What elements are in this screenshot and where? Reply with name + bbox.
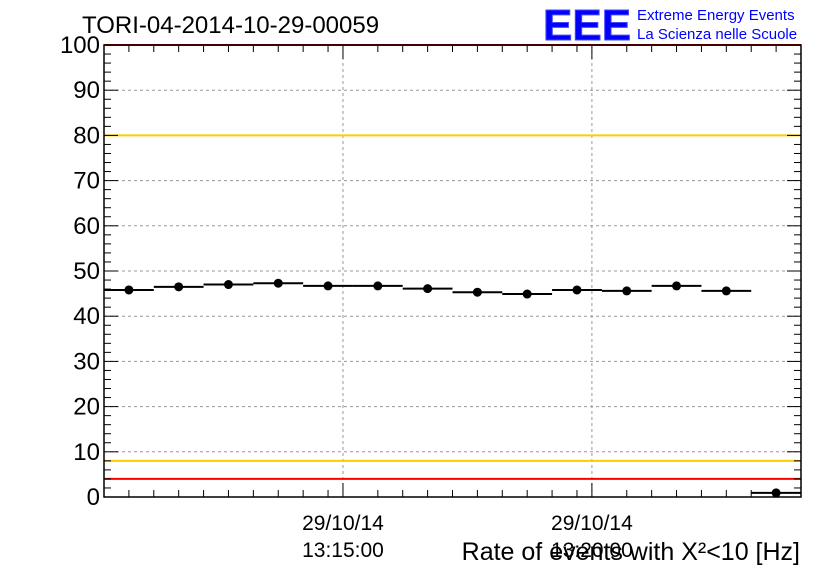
- eee-logo: EEE Extreme Energy Events La Scienza nel…: [543, 1, 798, 51]
- x-axis-label: Rate of events with X²<10 [Hz]: [462, 538, 800, 566]
- x-tick-label-time: 13:15:00: [302, 539, 384, 562]
- y-tick-label: 10: [73, 439, 100, 466]
- y-tick-label: 50: [73, 258, 100, 285]
- x-tick-label-time: 13:20:00: [551, 539, 633, 562]
- y-tick-label: 90: [73, 77, 100, 104]
- y-tick-label: 20: [73, 394, 100, 421]
- data-point: [273, 278, 283, 288]
- logo-line-2: La Scienza nelle Scuole: [637, 26, 797, 43]
- axis-ticks: [103, 44, 802, 498]
- x-tick-labels: 29/10/14 13:15:00 29/10/14 13:20:00: [302, 512, 633, 562]
- data-point: [572, 285, 582, 295]
- x-tick-label-date: 29/10/14: [551, 512, 633, 535]
- reference-lines: [104, 44, 801, 480]
- chart-title: TORI-04-2014-10-29-00059: [82, 12, 379, 39]
- data-point: [124, 285, 134, 295]
- data-point: [672, 281, 682, 291]
- y-tick-label: 100: [60, 32, 100, 59]
- x-tick-label-date: 29/10/14: [302, 512, 384, 535]
- y-tick-label: 30: [73, 348, 100, 375]
- data-point: [373, 281, 383, 291]
- y-tick-labels: 0 10 20 30 40 50 60 70 80 90 100: [60, 32, 100, 511]
- logo-line-1: Extreme Energy Events: [637, 7, 795, 24]
- data-point: [522, 289, 532, 299]
- y-tick-label: 80: [73, 122, 100, 149]
- grid-lines: [104, 45, 801, 497]
- y-tick-label: 60: [73, 213, 100, 240]
- data-point: [174, 282, 184, 292]
- data-point: [223, 280, 233, 290]
- y-tick-label: 0: [87, 484, 100, 511]
- eee-logo-mark: EEE: [543, 1, 631, 50]
- data-point: [622, 286, 632, 296]
- data-points: [104, 278, 801, 498]
- y-tick-label: 40: [73, 303, 100, 330]
- data-point: [323, 281, 333, 291]
- data-point: [423, 284, 433, 294]
- y-tick-label: 70: [73, 168, 100, 195]
- data-point: [472, 287, 482, 297]
- data-point: [721, 286, 731, 296]
